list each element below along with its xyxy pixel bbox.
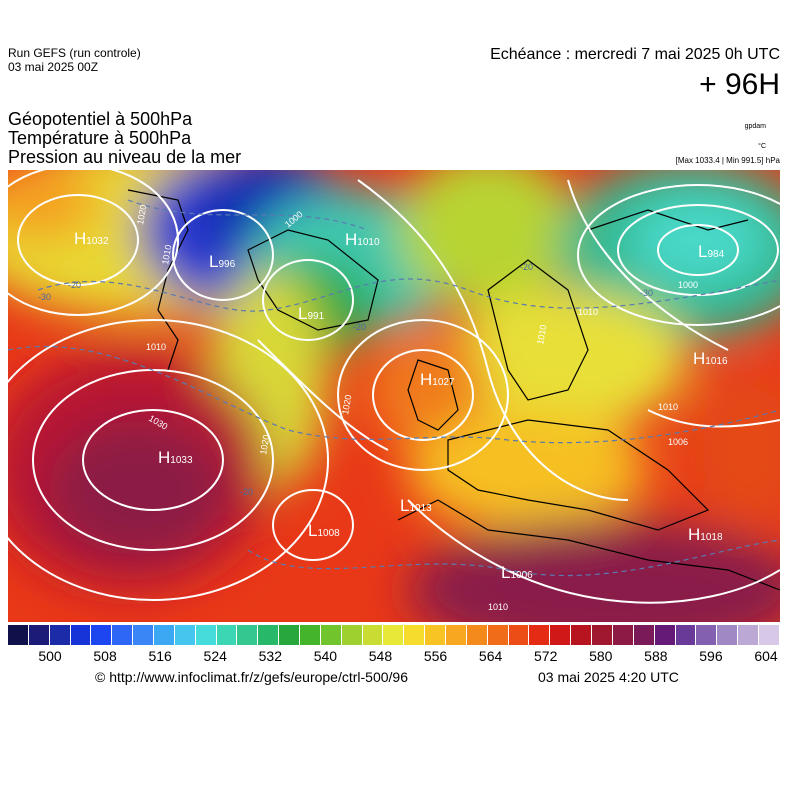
scale-tick-label: 508 — [93, 648, 117, 664]
scale-swatch — [133, 625, 155, 645]
pressure-center-low: L991 — [298, 304, 325, 323]
scale-swatch — [49, 625, 71, 645]
scale-tick-label: 572 — [534, 648, 558, 664]
isobar-label: 1000 — [678, 280, 698, 290]
scale-swatch — [91, 625, 113, 645]
scale-swatch — [654, 625, 676, 645]
isobar-label: 1020 — [135, 204, 148, 225]
scale-ticks: 500 508 516 524 532 540 548 556 564 572 580 588 596 6… — [8, 648, 788, 666]
scale-swatch — [529, 625, 551, 645]
scale-tick-label: 540 — [313, 648, 338, 664]
field-temperature: Température à 500hPa — [8, 128, 192, 148]
scale-tick-label: 604 — [754, 648, 778, 664]
isotherm-label: -20 — [240, 487, 253, 497]
run-info: Run GEFS (run controle) 03 mai 2025 00Z — [8, 46, 141, 74]
copyright-link[interactable]: © http://www.infoclimat.fr/z/gefs/europe… — [95, 669, 409, 685]
scale-tick-label: 532 — [258, 648, 282, 664]
pressure-max-min: [Max 1033.4 | Min 991.5] hPa — [675, 156, 780, 165]
scale-swatch — [571, 625, 593, 645]
scale-swatch — [195, 625, 217, 645]
scale-tick-label: 500 — [38, 648, 62, 664]
scale-swatch — [612, 625, 634, 645]
weather-map: H1032 L996 H1010 L991 L984 H1016 H1027 H… — [8, 170, 780, 622]
scale-swatch — [550, 625, 572, 645]
scale-swatch — [487, 625, 509, 645]
scale-tick-label: 580 — [589, 648, 613, 664]
scale-swatch — [216, 625, 238, 645]
scale-swatch — [696, 625, 718, 645]
isotherm-label: -20 — [520, 262, 533, 272]
scale-swatch — [466, 625, 488, 645]
isobar-label: 1010 — [146, 342, 166, 352]
isobar-label: 1020 — [258, 434, 271, 455]
scale-swatch — [279, 625, 301, 645]
run-model: Run GEFS (run controle) — [8, 46, 141, 60]
isobar-label: 1020 — [340, 394, 353, 415]
color-scale — [8, 625, 780, 645]
pressure-center-high: H1033 — [158, 448, 193, 467]
isobar-label: 1010 — [658, 402, 678, 412]
scale-tick-label: 548 — [368, 648, 393, 664]
pressure-center-high: H1027 — [420, 370, 455, 389]
field-pressure: Pression au niveau de la mer — [8, 147, 242, 167]
isobar-label: 1006 — [668, 437, 688, 447]
scale-swatch — [446, 625, 467, 645]
pressure-center-high: H1016 — [693, 349, 728, 368]
unit-gpdam: gpdam — [744, 123, 766, 130]
scale-swatch — [320, 625, 342, 645]
scale-swatch — [8, 625, 29, 645]
isobar-label: 1010 — [535, 324, 548, 345]
issue-time: 03 mai 2025 4:20 UTC — [538, 669, 679, 685]
pressure-center-low: L1006 — [501, 563, 533, 582]
field-geopotential: Géopotentiel à 500hPa — [8, 109, 193, 129]
pressure-center-high: H1010 — [345, 230, 380, 249]
scale-swatch — [425, 625, 447, 645]
scale-tick-label: 596 — [699, 648, 723, 664]
pressure-center-low: L1013 — [400, 496, 432, 515]
scale-swatch — [758, 625, 780, 645]
scale-tick-label: 524 — [203, 648, 227, 664]
forecast-valid-time: Echéance : mercredi 7 mai 2025 0h UTC — [490, 46, 780, 63]
pressure-center-low: L1008 — [308, 521, 340, 540]
scale-swatch — [28, 625, 50, 645]
scale-swatch — [362, 625, 384, 645]
scale-swatch — [300, 625, 321, 645]
pressure-center-high: H1018 — [688, 525, 723, 544]
field-titles: Géopotentiel à 500hPa Température à 500h… — [8, 110, 241, 167]
isotherm-label: -30 — [640, 288, 653, 298]
pressure-center-low: L984 — [698, 242, 725, 261]
scale-tick-label: 564 — [478, 648, 503, 664]
scale-swatch — [341, 625, 363, 645]
run-date: 03 mai 2025 00Z — [8, 60, 99, 74]
pressure-center-low: L996 — [209, 252, 236, 271]
isotherm-label: -20 — [68, 280, 81, 290]
isobar-label: 1010 — [578, 307, 598, 317]
scale-swatch — [154, 625, 175, 645]
isobar-label: 1010 — [488, 602, 508, 612]
scale-swatch — [404, 625, 426, 645]
isotherm-label: -20 — [353, 322, 366, 332]
scale-swatch — [633, 625, 655, 645]
scale-swatch — [508, 625, 530, 645]
unit-celsius: °C — [758, 143, 766, 150]
scale-tick-label: 516 — [148, 648, 172, 664]
scale-swatch — [717, 625, 739, 645]
isotherm-label: -30 — [38, 292, 51, 302]
scale-swatch — [258, 625, 280, 645]
scale-swatch — [174, 625, 196, 645]
forecast-horizon: + 96H — [699, 68, 780, 101]
scale-swatch — [70, 625, 92, 645]
scale-tick-label: 588 — [644, 648, 668, 664]
scale-swatch — [112, 625, 134, 645]
scale-swatch — [738, 625, 759, 645]
scale-swatch — [237, 625, 259, 645]
scale-swatch — [592, 625, 613, 645]
scale-swatch — [675, 625, 697, 645]
scale-tick-label: 556 — [423, 648, 448, 664]
scale-swatch — [383, 625, 405, 645]
isobar-label: 1010 — [160, 244, 173, 265]
pressure-center-high: H1032 — [74, 229, 109, 248]
